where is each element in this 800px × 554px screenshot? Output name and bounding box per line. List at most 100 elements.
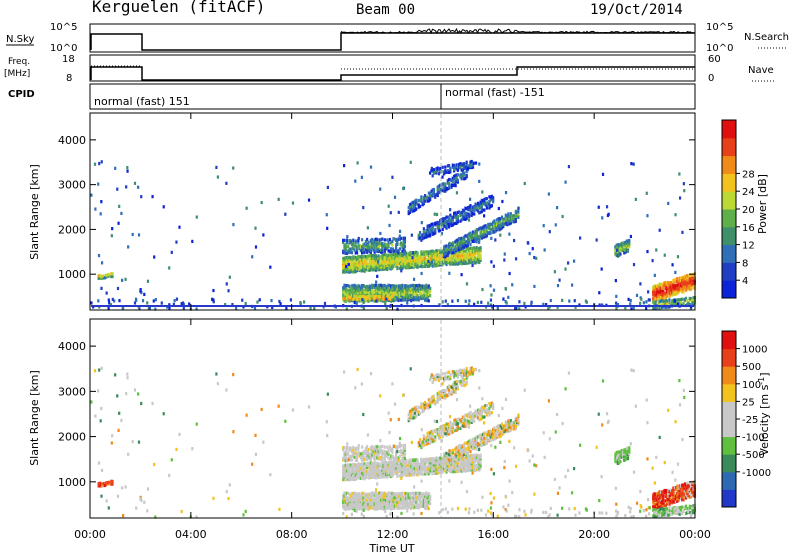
power-cell: [465, 282, 469, 286]
power-cell: [411, 283, 414, 288]
power-cell: [146, 279, 150, 283]
power-cell: [485, 228, 488, 232]
power-cell: [143, 292, 146, 297]
power-cell: [421, 296, 424, 300]
power-cell: [429, 258, 432, 262]
power-cell: [446, 219, 449, 223]
power-cell: [474, 261, 477, 265]
power-cell: [584, 299, 588, 303]
power-cell: [397, 254, 400, 258]
power-cell: [478, 249, 481, 253]
power-cell: [373, 240, 376, 244]
power-cell: [405, 288, 408, 293]
power-cell: [359, 294, 362, 299]
power-cell: [687, 301, 690, 306]
power-cell: [490, 196, 494, 200]
power-cell: [388, 267, 391, 271]
power-cell: [354, 251, 357, 255]
power-cell: [476, 300, 479, 305]
power-cell: [126, 165, 129, 170]
power-cell: [465, 249, 468, 253]
power-cell: [393, 298, 396, 302]
power-cell: [407, 262, 410, 266]
power-cell: [391, 284, 394, 288]
power-cell: [420, 252, 423, 256]
power-cell: [624, 248, 627, 253]
power-cell: [357, 295, 360, 299]
power-cell: [350, 288, 354, 292]
power-colorbar-swatch: [722, 191, 736, 210]
power-cell: [417, 283, 420, 287]
power-cell: [393, 255, 396, 259]
power-cell: [364, 295, 367, 299]
power-cell: [658, 228, 661, 232]
power-cell: [357, 254, 360, 259]
power-cell: [439, 190, 442, 194]
power-cell: [358, 287, 361, 291]
velocity-cell: [354, 446, 357, 450]
power-cell: [420, 221, 423, 225]
power-cell: [458, 247, 461, 252]
power-cell: [671, 287, 674, 292]
power-cell: [392, 284, 395, 288]
power-cell: [509, 215, 512, 219]
power-cell: [437, 261, 441, 265]
power-cell: [662, 286, 665, 290]
power-cell: [377, 246, 380, 250]
power-cell: [387, 256, 390, 261]
power-cell: [413, 251, 417, 255]
power-cell: [368, 294, 371, 299]
power-cell: [658, 306, 661, 310]
power-cell: [426, 290, 429, 294]
power-cell: [492, 264, 496, 268]
power-cell: [463, 245, 466, 249]
power-cell: [366, 264, 369, 268]
power-cell: [489, 197, 492, 201]
power-cell: [415, 254, 418, 258]
power-cell: [355, 290, 359, 294]
power-cell: [664, 305, 667, 310]
power-cell: [653, 290, 656, 295]
power-cell: [343, 246, 346, 250]
power-cell: [454, 221, 457, 225]
power-cell: [376, 292, 379, 296]
power-cell: [490, 222, 494, 226]
power-cell: [464, 244, 467, 248]
power-cell: [342, 238, 345, 242]
power-cell: [424, 260, 427, 265]
power-cell: [465, 247, 468, 251]
power-cell: [392, 256, 395, 260]
power-cell: [415, 250, 418, 254]
power-cell: [405, 296, 408, 300]
power-cell: [653, 306, 656, 310]
power-cell: [669, 291, 672, 295]
power-cell: [692, 284, 695, 288]
power-cell: [362, 261, 365, 265]
power-cell: [371, 268, 374, 272]
power-cell: [422, 236, 425, 240]
power-cell: [658, 282, 661, 286]
power-cell: [410, 288, 413, 292]
velocity-cell: [387, 448, 390, 452]
power-cell: [490, 236, 493, 240]
power-cell: [445, 247, 448, 251]
power-cell: [376, 274, 379, 278]
power-cell: [464, 257, 467, 261]
power-cell: [256, 300, 259, 304]
power-cell: [366, 248, 369, 252]
power-cell: [366, 242, 369, 246]
power-cell: [474, 161, 478, 165]
power-cell: [447, 177, 451, 182]
power-cell: [403, 259, 407, 263]
power-cell: [454, 179, 457, 183]
power-cell: [465, 255, 468, 259]
power-cell: [466, 261, 470, 265]
power-cell: [359, 264, 362, 269]
power-cell: [412, 257, 415, 261]
power-cell: [673, 278, 676, 282]
power-cell: [391, 292, 394, 296]
power-cell: [623, 247, 626, 251]
power-cell: [681, 230, 684, 234]
power-cell: [421, 258, 424, 262]
